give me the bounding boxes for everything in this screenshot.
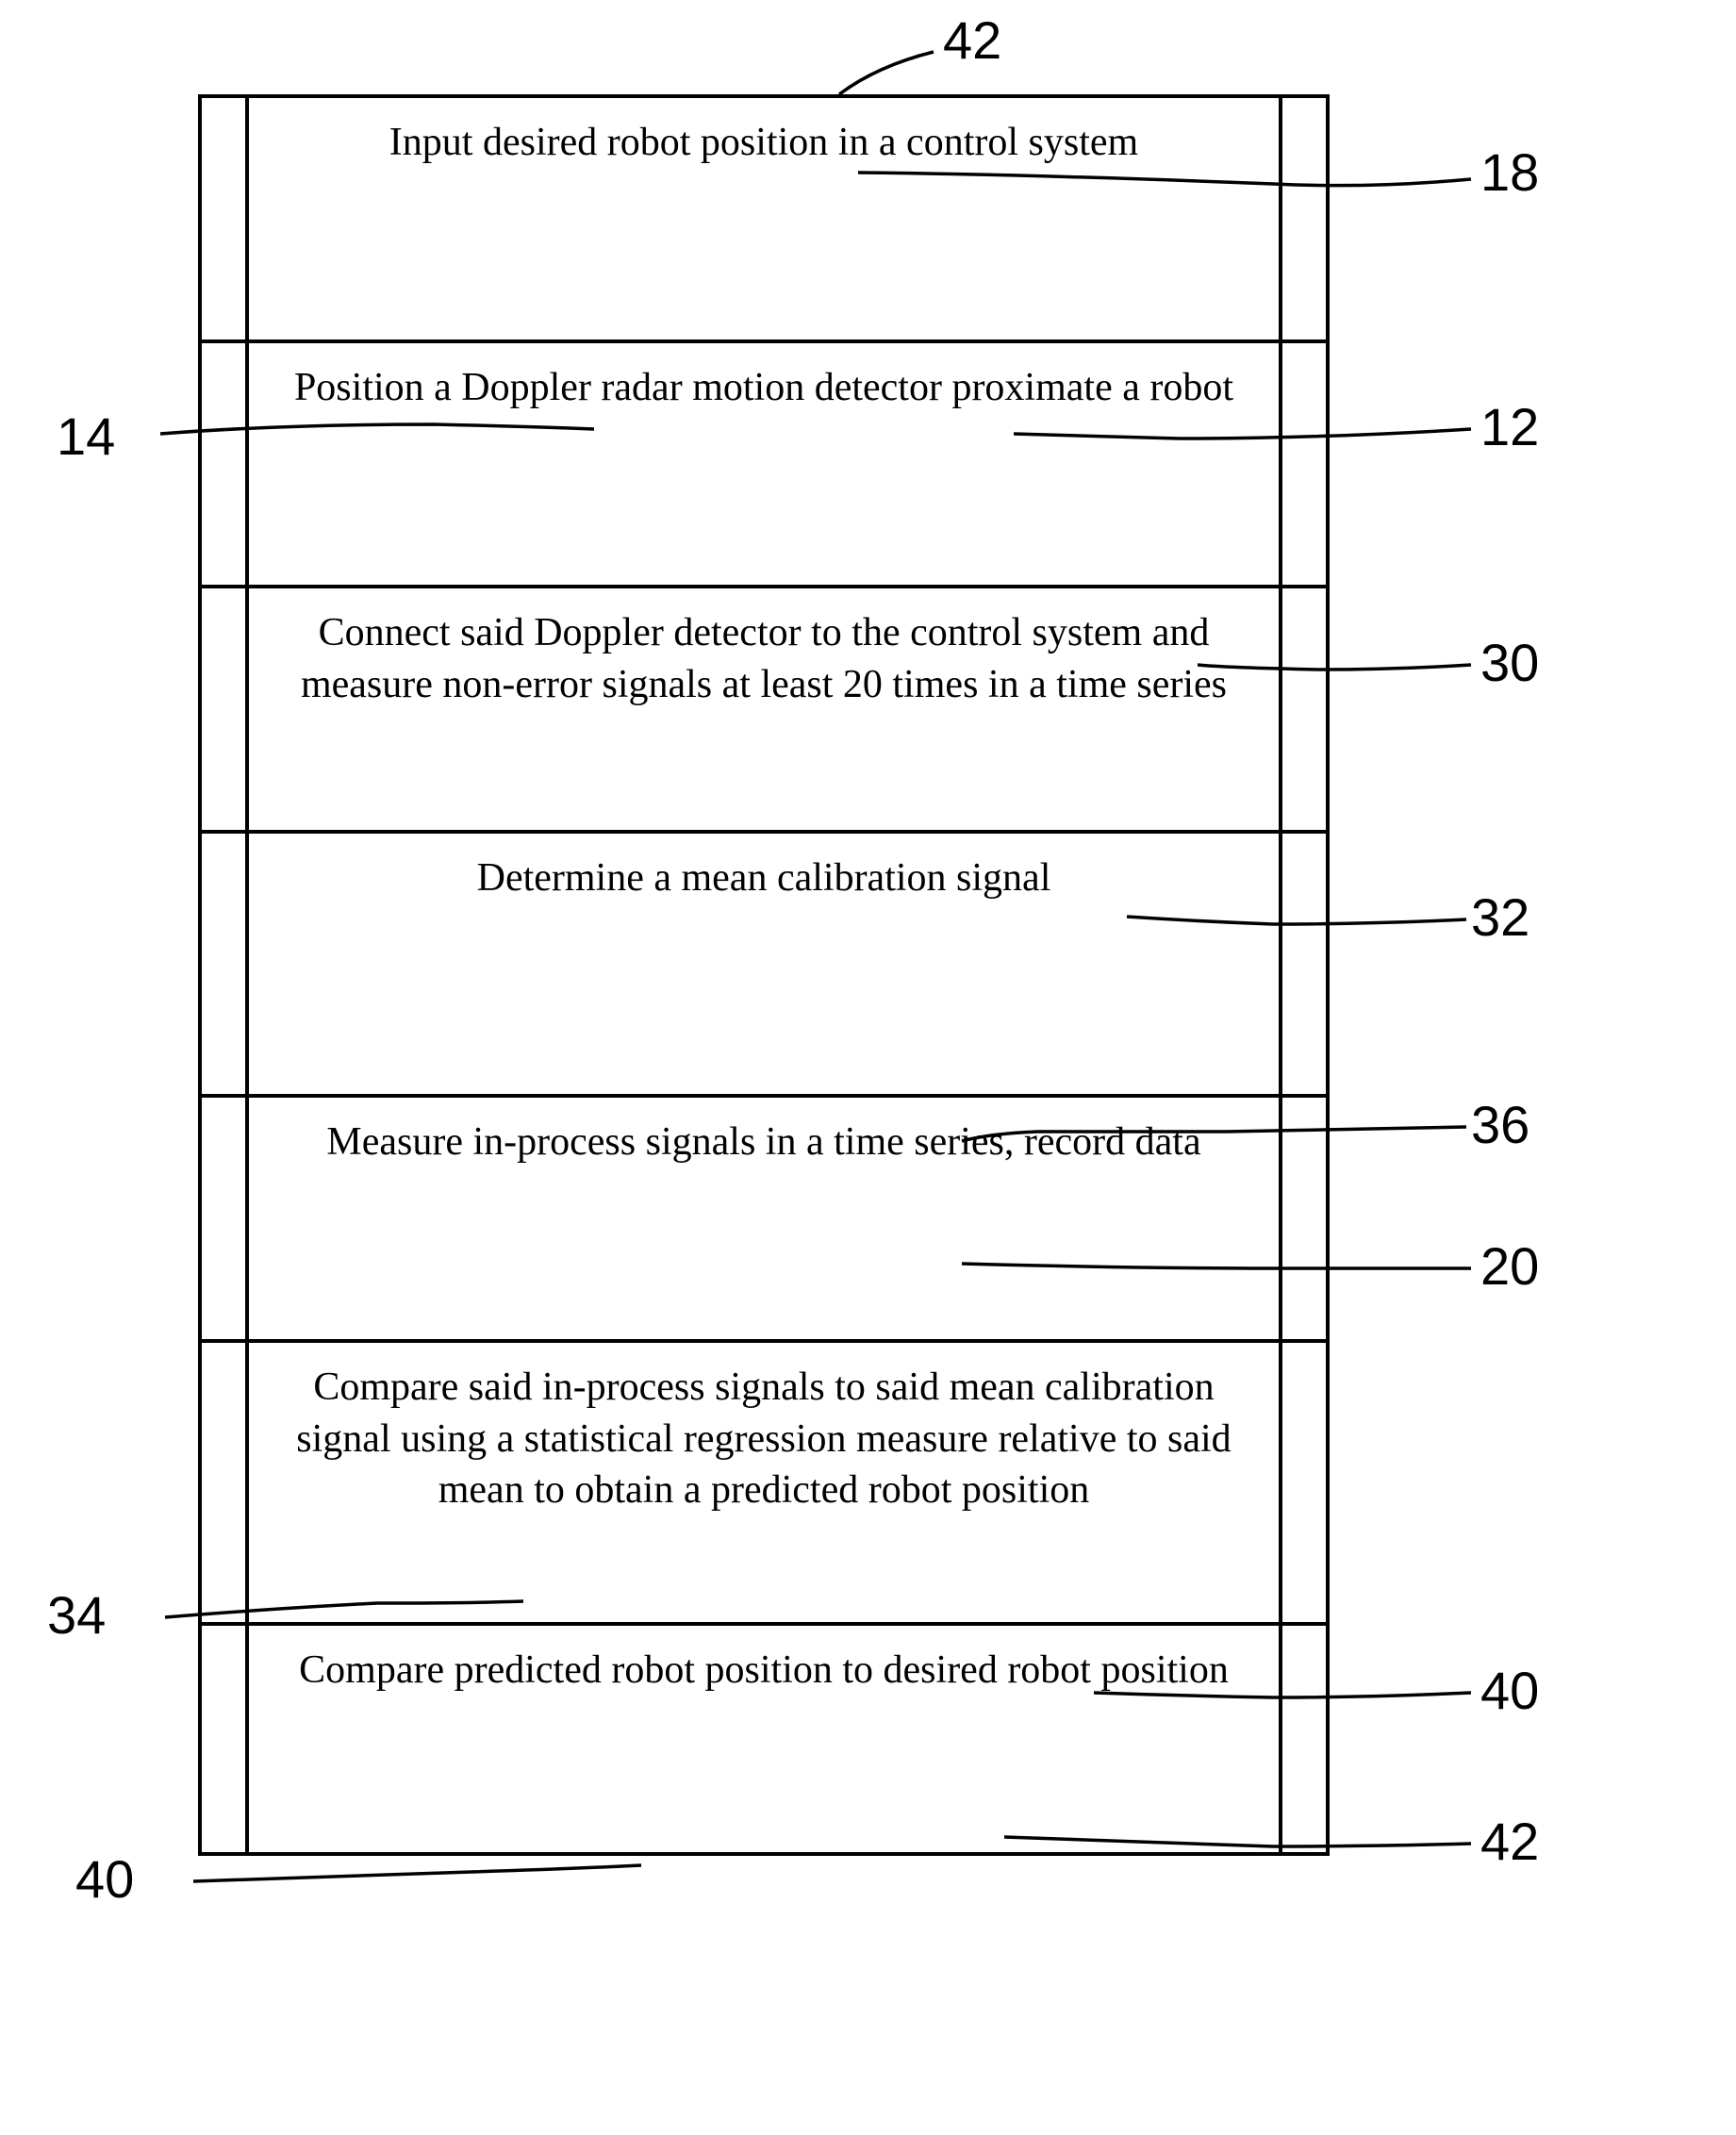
step-row-2: Position a Doppler radar motion detector… [202,343,1326,588]
step-row-7: Compare predicted robot position to desi… [202,1626,1326,1852]
annotation-36-6: 36 [1471,1094,1529,1155]
side-col-right [1279,1626,1326,1852]
side-col-right [1279,1343,1326,1622]
annotation-20-7: 20 [1480,1235,1539,1297]
side-col-left [202,98,249,339]
step-text-7: Compare predicted robot position to desi… [249,1626,1279,1852]
annotation-42-0: 42 [943,9,1001,71]
step-text-3: Connect said Doppler detector to the con… [249,588,1279,830]
leader-line-0 [839,52,934,94]
step-text-2: Position a Doppler radar motion detector… [249,343,1279,585]
step-text-6: Compare said in-process signals to said … [249,1343,1279,1622]
step-row-1: Input desired robot position in a contro… [202,98,1326,343]
annotation-32-5: 32 [1471,886,1529,948]
annotation-40-9: 40 [1480,1660,1539,1721]
step-row-4: Determine a mean calibration signal [202,834,1326,1098]
annotation-18-1: 18 [1480,141,1539,203]
annotation-34-8: 34 [47,1584,106,1646]
side-col-left [202,1098,249,1339]
side-col-left [202,343,249,585]
side-col-right [1279,1098,1326,1339]
annotation-40-10: 40 [75,1848,134,1910]
step-row-6: Compare said in-process signals to said … [202,1343,1326,1626]
annotation-30-4: 30 [1480,632,1539,693]
annotation-14-2: 14 [57,405,115,467]
step-text-1: Input desired robot position in a contro… [249,98,1279,339]
side-col-right [1279,834,1326,1094]
side-col-left [202,1343,249,1622]
side-col-right [1279,588,1326,830]
leader-line-10 [193,1865,641,1881]
side-col-right [1279,343,1326,585]
flowchart-container: Input desired robot position in a contro… [198,94,1330,1856]
side-col-left [202,834,249,1094]
step-row-5: Measure in-process signals in a time ser… [202,1098,1326,1343]
side-col-left [202,1626,249,1852]
side-col-right [1279,98,1326,339]
annotation-42-11: 42 [1480,1811,1539,1872]
annotation-12-3: 12 [1480,396,1539,457]
side-col-left [202,588,249,830]
step-row-3: Connect said Doppler detector to the con… [202,588,1326,834]
step-text-4: Determine a mean calibration signal [249,834,1279,1094]
step-text-5: Measure in-process signals in a time ser… [249,1098,1279,1339]
